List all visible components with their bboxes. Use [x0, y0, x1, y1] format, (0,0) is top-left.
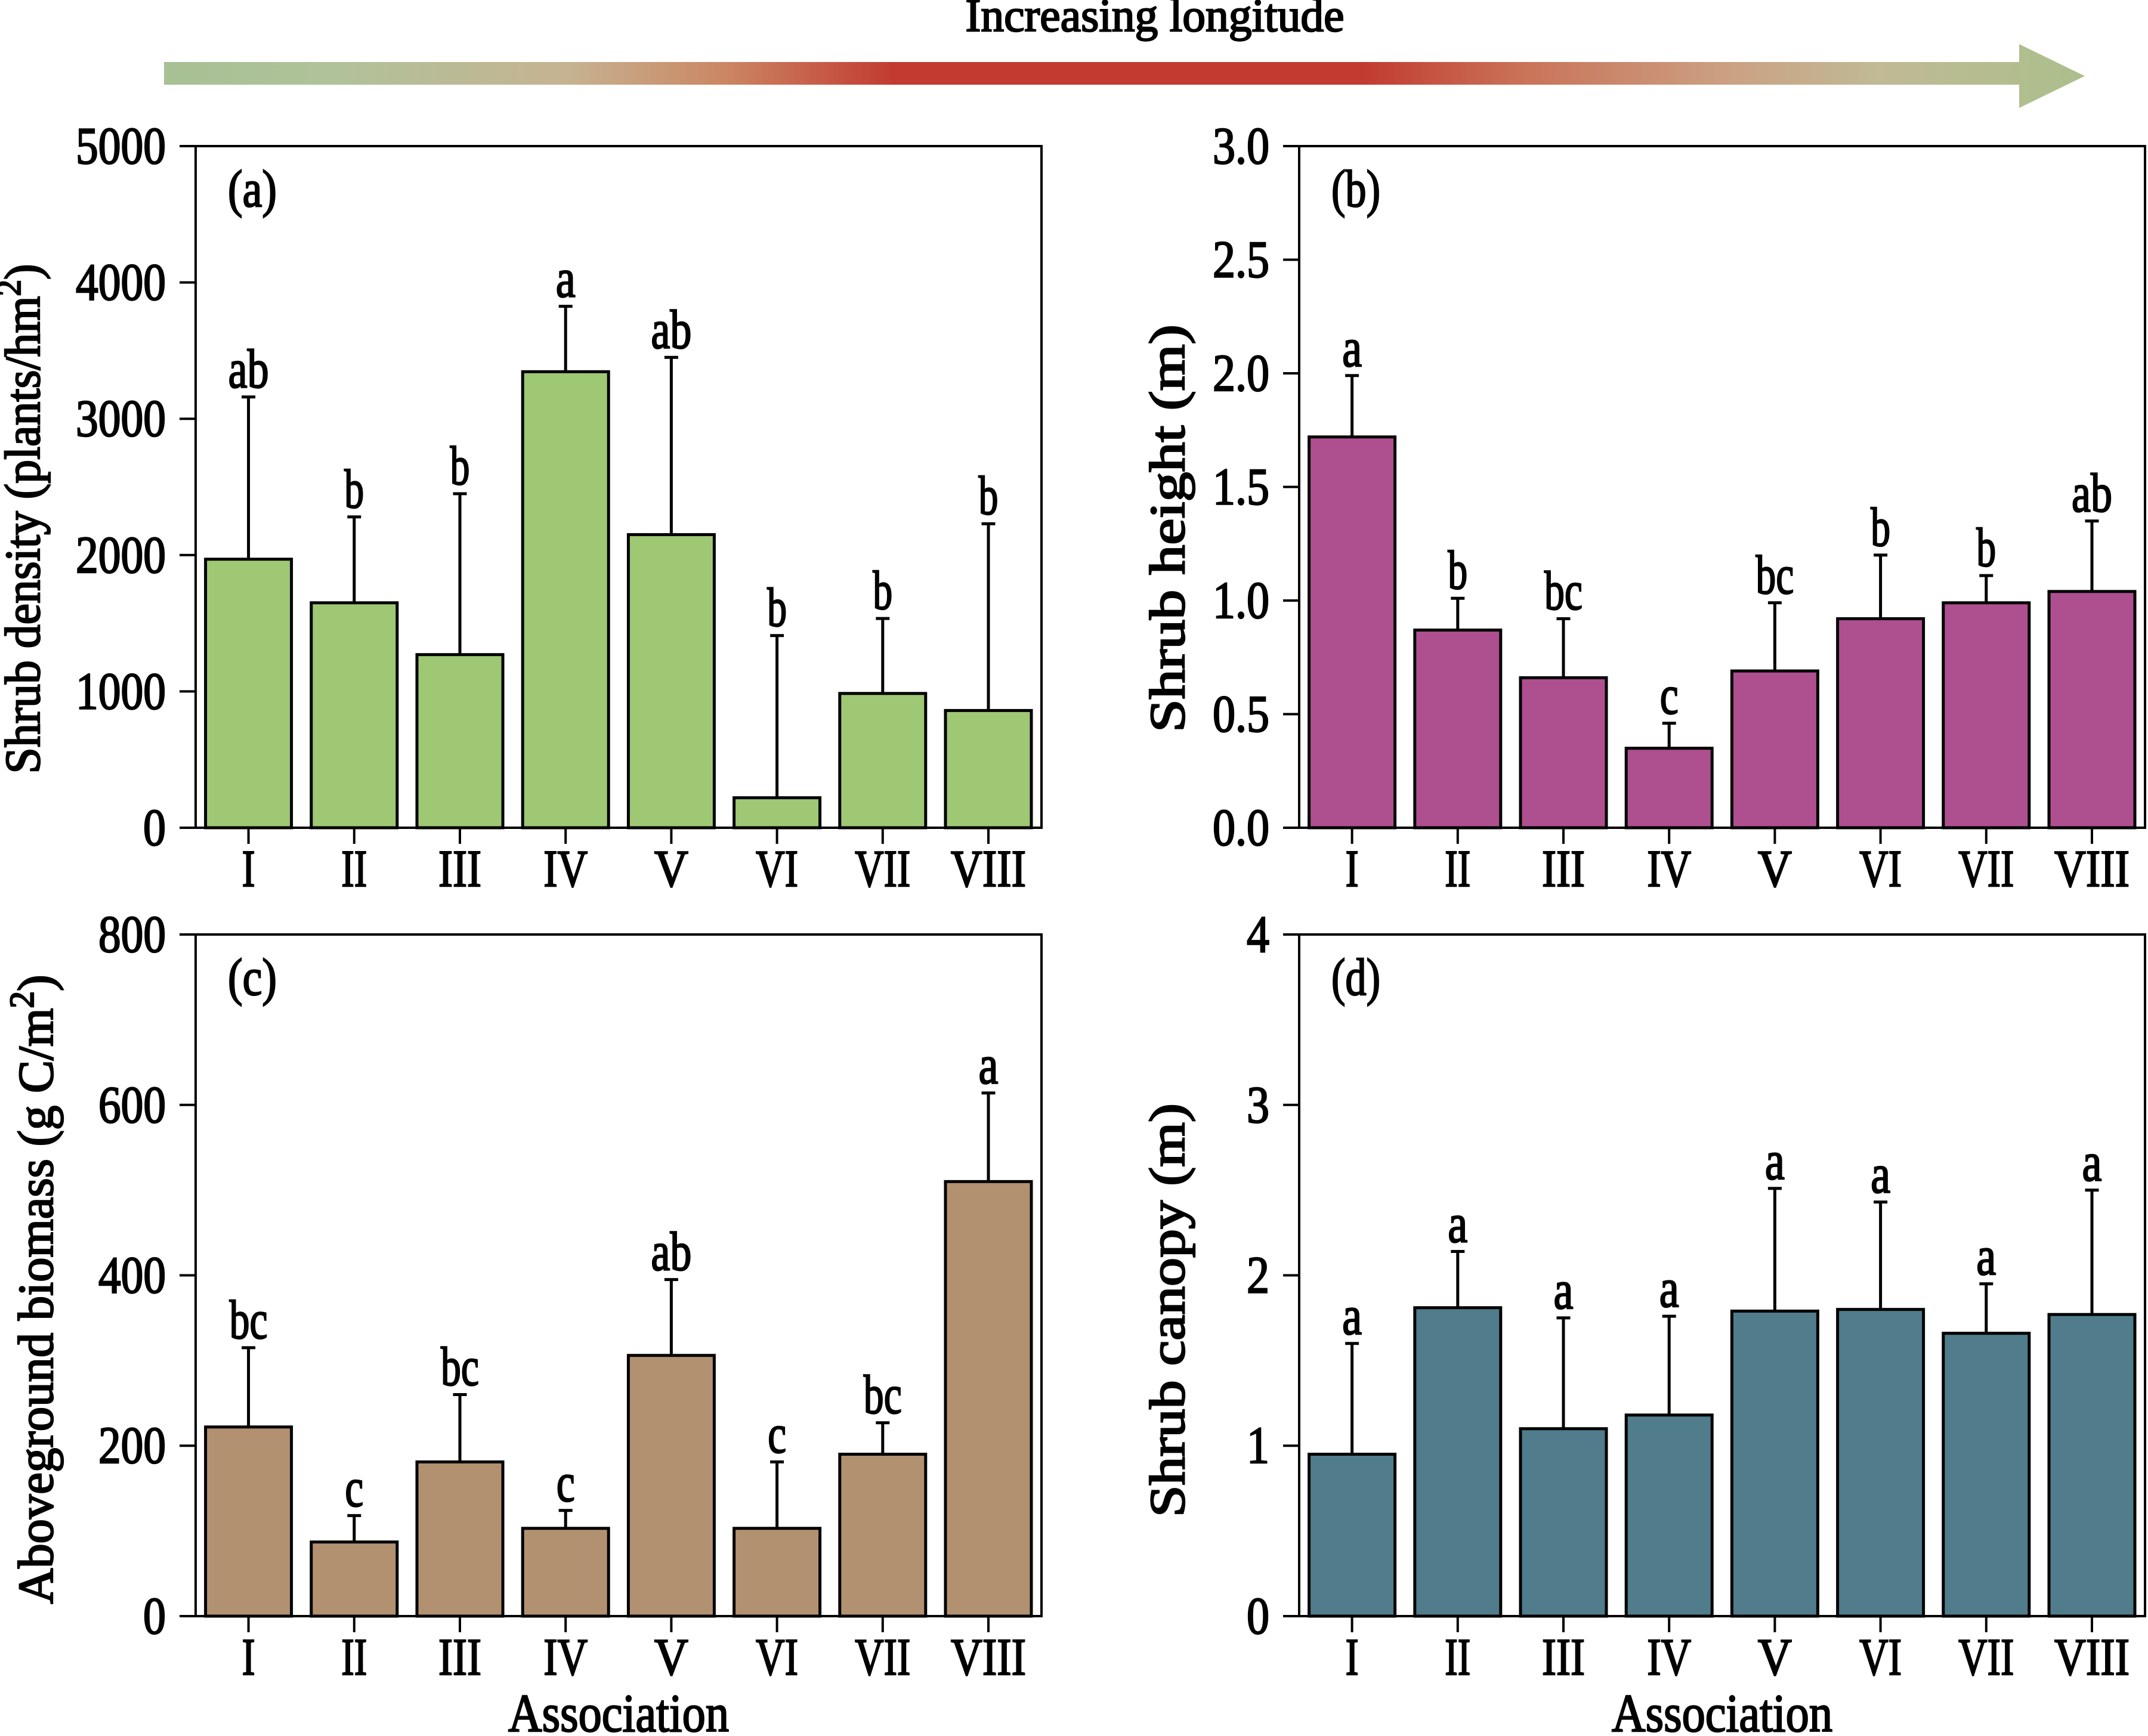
svg-text:II: II: [341, 1629, 367, 1687]
svg-text:IV: IV: [1647, 840, 1691, 898]
svg-text:I: I: [242, 840, 255, 898]
svg-text:Increasing longitude: Increasing longitude: [966, 0, 1345, 41]
svg-text:Shrub density (plants/hm2): Shrub density (plants/hm2): [0, 264, 51, 774]
svg-text:0: 0: [143, 799, 166, 857]
svg-text:ab: ab: [651, 1221, 691, 1282]
svg-text:ab: ab: [651, 299, 691, 360]
svg-text:0.5: 0.5: [1213, 686, 1269, 744]
svg-text:1: 1: [1247, 1417, 1269, 1475]
svg-text:3: 3: [1247, 1076, 1269, 1134]
svg-text:ab: ab: [228, 339, 269, 400]
svg-text:a: a: [979, 1035, 999, 1096]
svg-text:(d): (d): [1331, 949, 1380, 1007]
svg-text:III: III: [438, 840, 481, 898]
svg-text:V: V: [654, 840, 688, 898]
svg-text:b: b: [1871, 497, 1890, 558]
svg-text:b: b: [979, 465, 999, 526]
svg-text:ab: ab: [2072, 463, 2112, 524]
svg-text:II: II: [341, 840, 367, 898]
svg-text:III: III: [1542, 840, 1585, 898]
svg-text:II: II: [1445, 840, 1470, 898]
svg-text:b: b: [1448, 540, 1467, 601]
svg-text:c: c: [768, 1403, 786, 1464]
svg-text:Shrub canopy (m): Shrub canopy (m): [1140, 1103, 1195, 1517]
svg-text:a: a: [1554, 1260, 1574, 1320]
svg-text:b: b: [344, 459, 364, 519]
svg-text:VI: VI: [756, 1629, 798, 1687]
svg-text:1.0: 1.0: [1213, 572, 1269, 630]
svg-text:VII: VII: [1958, 840, 2014, 898]
svg-text:a: a: [1871, 1144, 1890, 1205]
svg-text:a: a: [1765, 1130, 1785, 1191]
svg-text:a: a: [556, 248, 576, 309]
svg-text:b: b: [767, 577, 787, 638]
svg-text:3.0: 3.0: [1213, 117, 1269, 175]
svg-text:0: 0: [1247, 1588, 1269, 1645]
svg-text:Aboveground biomass (g C/m2): Aboveground biomass (g C/m2): [2, 975, 64, 1604]
svg-text:I: I: [242, 1629, 255, 1687]
svg-text:4: 4: [1247, 906, 1269, 964]
svg-text:0: 0: [143, 1588, 166, 1645]
svg-text:c: c: [1660, 665, 1679, 726]
svg-text:0.0: 0.0: [1213, 799, 1269, 857]
svg-text:5000: 5000: [76, 117, 166, 175]
svg-text:400: 400: [98, 1247, 166, 1305]
svg-text:2.5: 2.5: [1213, 231, 1269, 289]
svg-text:2000: 2000: [76, 527, 166, 584]
svg-text:a: a: [1976, 1226, 1996, 1286]
svg-text:bc: bc: [1756, 544, 1794, 605]
svg-text:VI: VI: [756, 840, 798, 898]
svg-text:1.5: 1.5: [1213, 459, 1269, 516]
svg-text:Association: Association: [508, 1684, 729, 1736]
svg-text:IV: IV: [1647, 1629, 1691, 1687]
svg-text:1000: 1000: [76, 663, 166, 720]
svg-text:2.0: 2.0: [1213, 345, 1269, 403]
svg-text:VI: VI: [1859, 840, 1902, 898]
svg-text:b: b: [873, 560, 892, 621]
svg-text:c: c: [557, 1452, 575, 1513]
svg-text:(a): (a): [228, 160, 277, 218]
svg-text:Shrub height (m): Shrub height (m): [1140, 324, 1195, 732]
svg-text:VIII: VIII: [951, 840, 1026, 898]
svg-text:bc: bc: [441, 1336, 479, 1397]
svg-text:(c): (c): [228, 949, 277, 1007]
svg-text:a: a: [1659, 1258, 1679, 1319]
svg-text:c: c: [345, 1457, 363, 1518]
svg-text:IV: IV: [543, 1629, 588, 1687]
svg-text:VII: VII: [855, 1629, 910, 1687]
svg-text:bc: bc: [230, 1289, 268, 1350]
svg-text:V: V: [1758, 840, 1792, 898]
svg-text:b: b: [1976, 517, 1996, 578]
svg-text:VIII: VIII: [2054, 840, 2130, 898]
svg-text:Association: Association: [1612, 1684, 1832, 1736]
svg-text:IV: IV: [543, 840, 588, 898]
svg-text:VIII: VIII: [2054, 1629, 2130, 1687]
svg-text:V: V: [1758, 1629, 1792, 1687]
svg-text:a: a: [1342, 317, 1362, 378]
svg-text:III: III: [438, 1629, 481, 1687]
svg-text:V: V: [654, 1629, 688, 1687]
svg-text:I: I: [1346, 840, 1359, 898]
svg-text:VIII: VIII: [951, 1629, 1026, 1687]
svg-text:VII: VII: [855, 840, 910, 898]
svg-text:(b): (b): [1331, 160, 1380, 218]
svg-text:II: II: [1445, 1629, 1470, 1687]
svg-text:b: b: [450, 435, 470, 496]
svg-text:a: a: [2082, 1132, 2102, 1193]
svg-text:200: 200: [98, 1417, 166, 1475]
svg-text:600: 600: [98, 1076, 166, 1134]
svg-text:bc: bc: [864, 1364, 902, 1425]
svg-text:III: III: [1542, 1629, 1585, 1687]
svg-text:2: 2: [1247, 1247, 1269, 1305]
svg-text:bc: bc: [1544, 561, 1583, 621]
svg-text:4000: 4000: [76, 254, 166, 312]
svg-text:I: I: [1346, 1629, 1359, 1687]
svg-text:800: 800: [98, 906, 166, 964]
svg-text:a: a: [1448, 1193, 1467, 1254]
svg-text:a: a: [1342, 1285, 1362, 1346]
svg-text:VI: VI: [1859, 1629, 1902, 1687]
svg-text:3000: 3000: [76, 390, 166, 448]
svg-text:VII: VII: [1958, 1629, 2014, 1687]
